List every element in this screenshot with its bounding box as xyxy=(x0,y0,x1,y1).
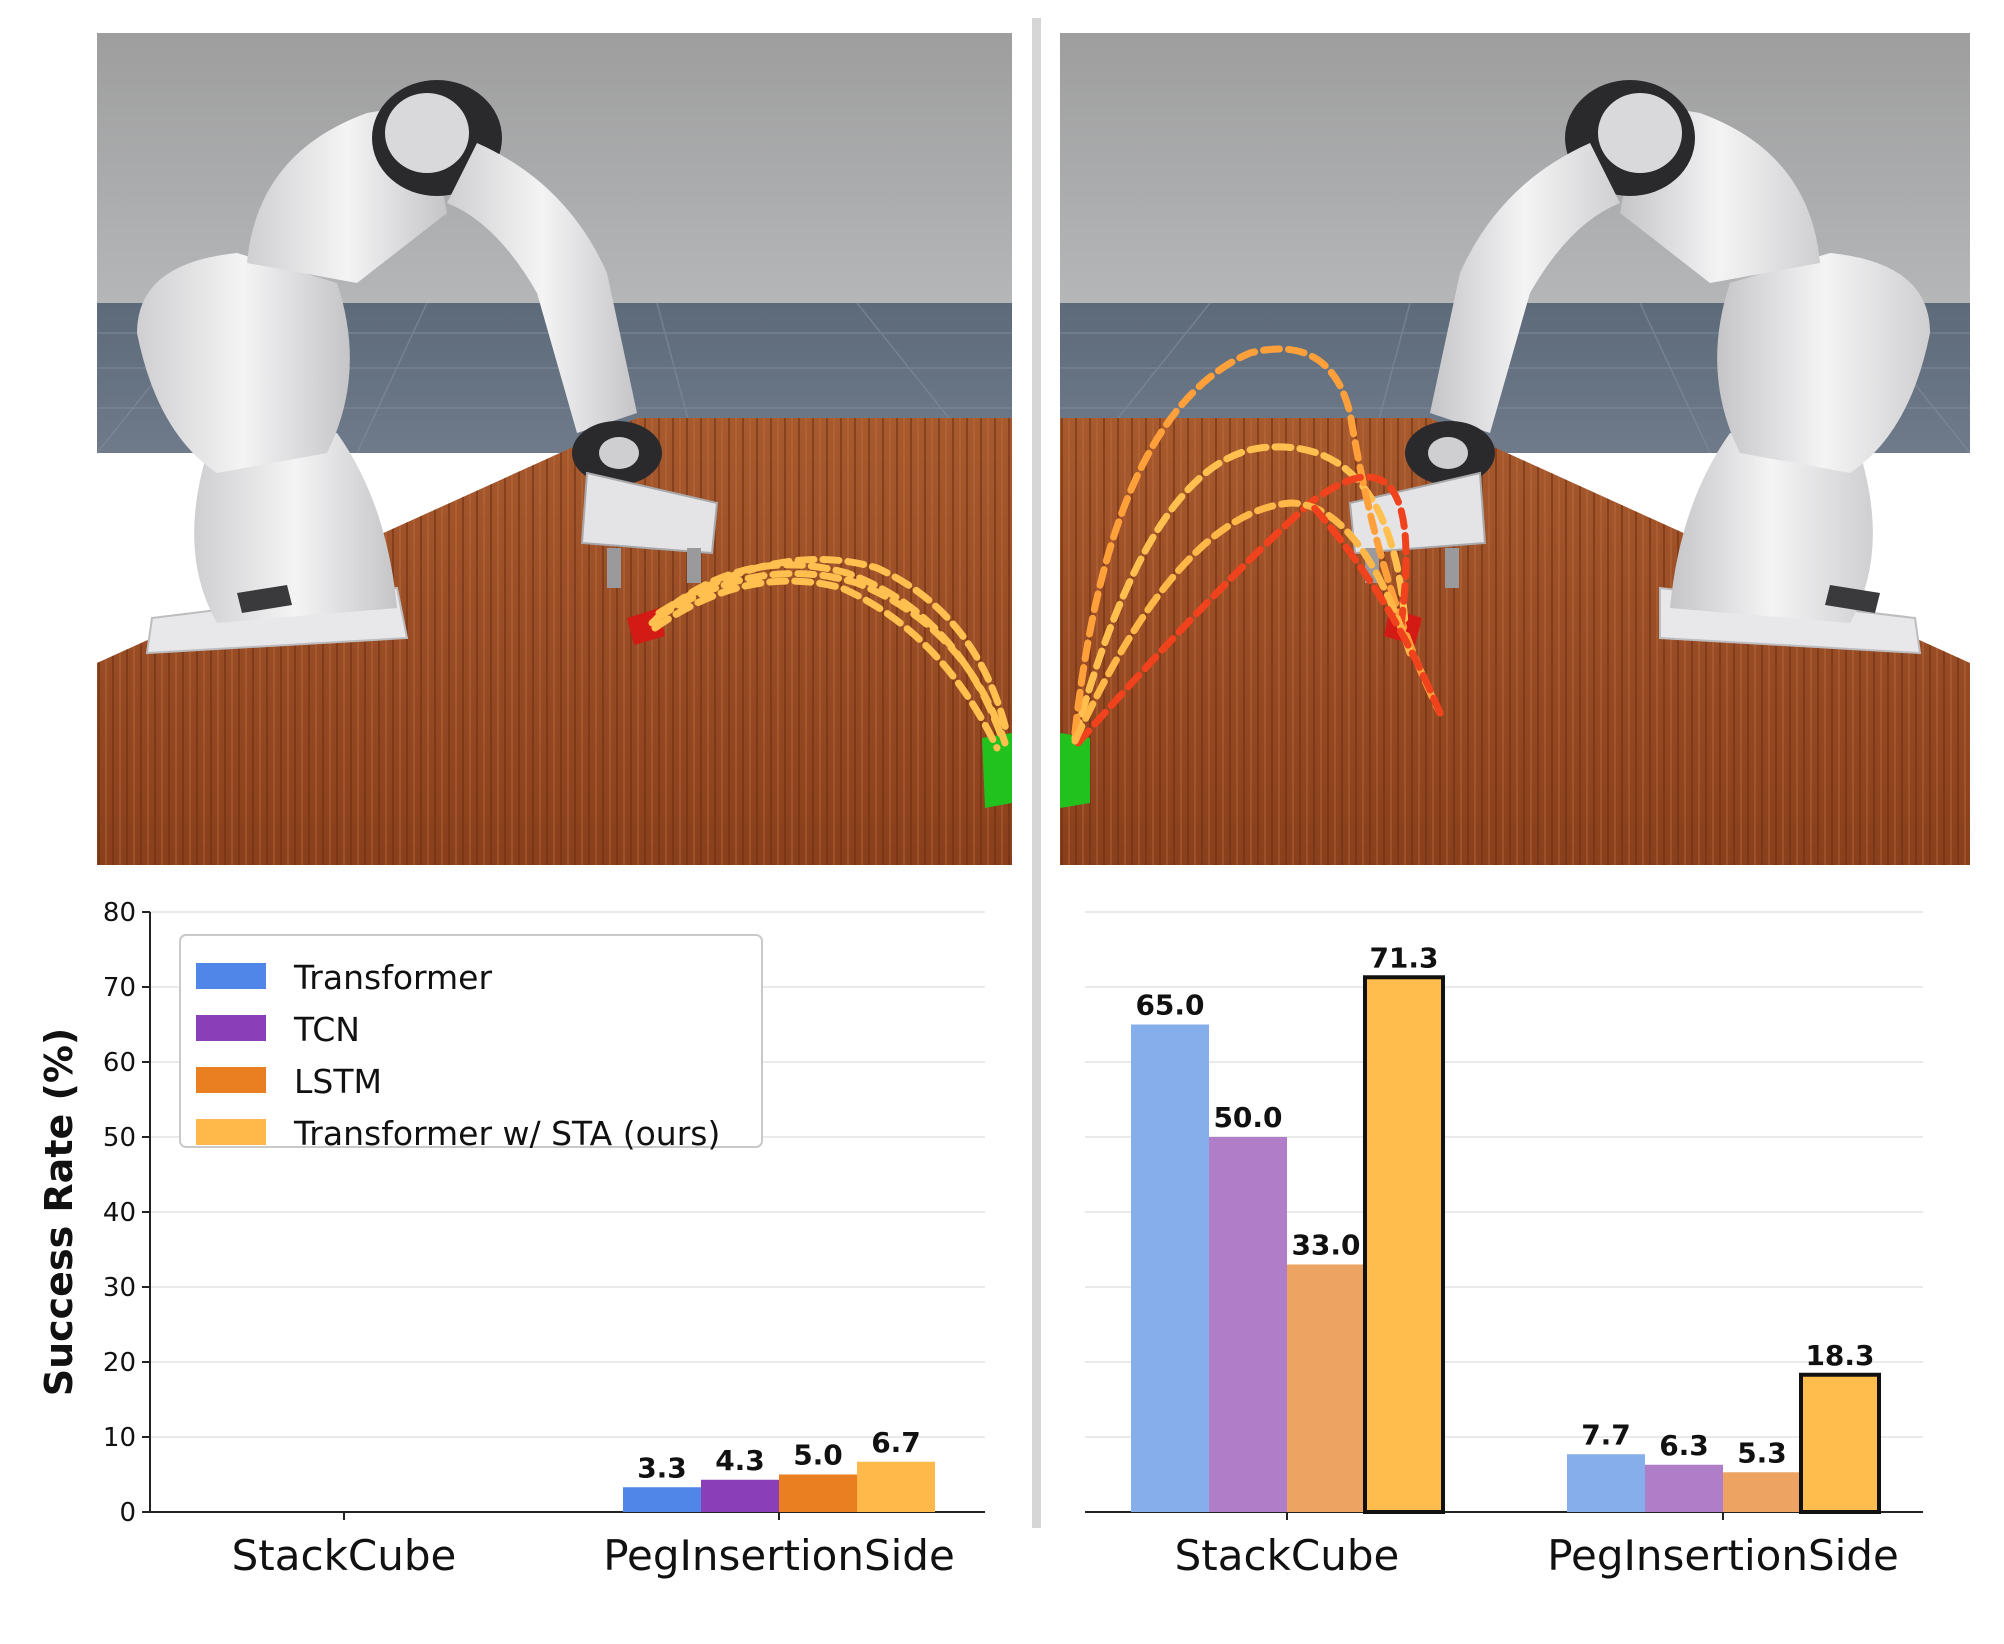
bar-0-stackcube xyxy=(1131,1024,1209,1512)
bar-value-label: 6.3 xyxy=(1659,1429,1709,1462)
chart-left: 0 10 20 30 40 50 60 70 80 3.3 4.3 5.0 6.7 StackCube… xyxy=(37,898,985,1580)
legend-swatch-transformer xyxy=(196,963,266,989)
bar-0-peginsertionside xyxy=(1567,1454,1645,1512)
bar-value-label: 6.7 xyxy=(871,1426,921,1459)
y-axis-label: Success Rate (%) xyxy=(37,1028,81,1397)
y-tick-label: 30 xyxy=(103,1273,136,1303)
y-tick-label: 80 xyxy=(103,898,136,928)
bar-value-label: 5.0 xyxy=(793,1439,843,1472)
y-tick-label: 70 xyxy=(103,973,136,1003)
x-tick-label: PegInsertionSide xyxy=(603,1531,955,1580)
y-tick-label: 40 xyxy=(103,1198,136,1228)
x-tick-label: PegInsertionSide xyxy=(1547,1531,1899,1580)
bar-value-label: 71.3 xyxy=(1369,941,1438,974)
bar-value-label: 33.0 xyxy=(1291,1229,1360,1262)
y-tick-label: 20 xyxy=(103,1348,136,1378)
scene-left xyxy=(97,33,1012,865)
y-tick-label: 10 xyxy=(103,1423,136,1453)
bar-value-label: 4.3 xyxy=(715,1444,765,1477)
bar-3-peginsertionside xyxy=(857,1461,935,1512)
scene-right xyxy=(1060,33,1970,865)
bar-value-label: 50.0 xyxy=(1213,1101,1282,1134)
legend-label-transformer: Transformer xyxy=(293,958,492,997)
bar-value-label: 7.7 xyxy=(1581,1418,1631,1451)
bar-0-peginsertionside xyxy=(623,1487,701,1512)
bar-2-stackcube xyxy=(1287,1264,1365,1512)
bar-value-label: 5.3 xyxy=(1737,1436,1787,1469)
chart-right: 65.0 50.0 33.0 71.3 7.7 6.3 5.3 18.3 StackCube P… xyxy=(1085,911,1923,1580)
bar-1-peginsertionside xyxy=(701,1479,779,1512)
legend-label-tcn: TCN xyxy=(293,1010,360,1049)
legend-frame xyxy=(179,934,763,1148)
bar-1-peginsertionside xyxy=(1645,1464,1723,1512)
bar-3-stackcube xyxy=(1363,975,1445,1514)
bar-2-peginsertionside xyxy=(1723,1472,1801,1512)
bar-2-peginsertionside xyxy=(779,1474,857,1512)
legend-swatch-tcn xyxy=(196,1015,266,1041)
y-tick-label: 60 xyxy=(103,1048,136,1078)
x-tick-label: StackCube xyxy=(1175,1531,1400,1580)
bar-3-peginsertionside xyxy=(1799,1372,1881,1514)
y-tick-label: 50 xyxy=(103,1123,136,1153)
legend-swatch-lstm xyxy=(196,1067,266,1093)
legend-label-transformer-w-sta-ours: Transformer w/ STA (ours) xyxy=(293,1114,720,1153)
y-tick-label: 0 xyxy=(119,1498,136,1528)
bar-value-label: 3.3 xyxy=(637,1451,687,1484)
legend-label-lstm: LSTM xyxy=(294,1062,382,1101)
bar-1-stackcube xyxy=(1209,1137,1287,1512)
bar-value-label: 65.0 xyxy=(1135,989,1204,1022)
x-tick-label: StackCube xyxy=(232,1531,457,1580)
bar-value-label: 18.3 xyxy=(1805,1339,1874,1372)
legend-swatch-transformer-w-sta-ours xyxy=(196,1119,266,1145)
divider xyxy=(1032,18,1041,1528)
legend: Transformer TCN LSTM Transformer w/ STA (ou… xyxy=(179,934,763,1153)
